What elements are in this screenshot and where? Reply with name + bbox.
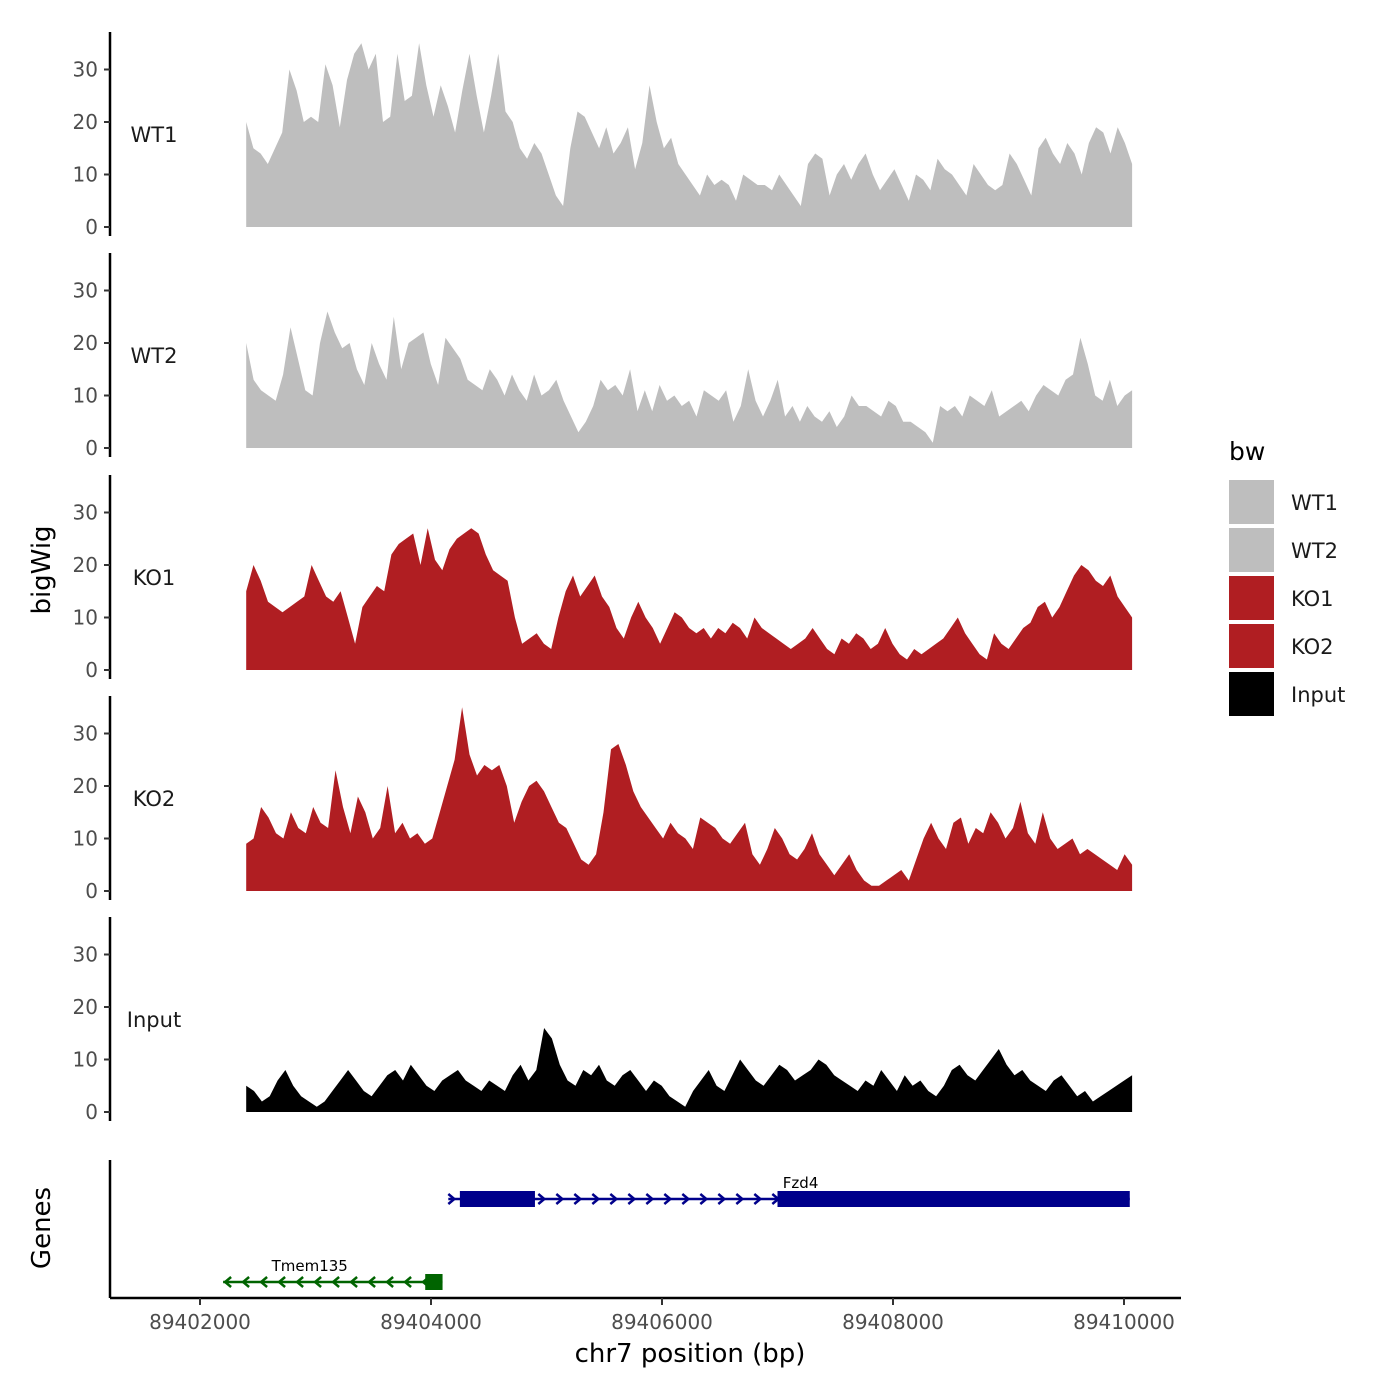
track-input: 0 10 20 30 Input [73, 917, 1133, 1124]
strand-chevron [717, 1193, 727, 1205]
track-ko2: 0 10 20 30 KO2 [73, 696, 1133, 903]
y-tick-label: 10 [73, 163, 98, 187]
y-tick-label: 10 [73, 827, 98, 851]
gene-name-label: Tmem135 [271, 1257, 348, 1275]
strand-chevron [753, 1193, 763, 1205]
legend-label: WT1 [1291, 491, 1338, 515]
y-tick-label: 30 [73, 279, 98, 303]
y-tick-label: 10 [73, 606, 98, 630]
legend-swatch-ko2 [1229, 624, 1274, 668]
strand-chevron [259, 1276, 268, 1288]
gene-name-label: Fzd4 [783, 1174, 819, 1192]
gene-exon [459, 1191, 535, 1207]
track-label: WT2 [131, 344, 178, 368]
strand-chevron [241, 1276, 250, 1288]
coverage-area-ko1 [246, 528, 1133, 670]
strand-chevron [367, 1276, 376, 1288]
coverage-area-input [246, 1028, 1133, 1112]
track-ko1: 0 10 20 30 KO1 [73, 475, 1133, 682]
strand-chevron [223, 1276, 232, 1288]
strand-chevron [627, 1193, 637, 1205]
legend-label: KO1 [1291, 587, 1334, 611]
gene-tmem135: Tmem135 [223, 1257, 443, 1290]
strand-chevron [313, 1276, 322, 1288]
track-label: Input [127, 1008, 181, 1032]
strand-chevron [331, 1276, 340, 1288]
x-tick-label: 89410000 [1073, 1310, 1175, 1334]
genes-axis-title: Genes [27, 1187, 57, 1269]
gene-exon [425, 1274, 443, 1290]
legend: bw WT1 WT2 KO1 KO2 Input [1229, 437, 1345, 716]
y-tick-label: 20 [73, 553, 98, 577]
y-tick-label: 20 [73, 110, 98, 134]
legend-label: Input [1291, 683, 1345, 707]
strand-chevron [573, 1193, 583, 1205]
y-tick-label: 10 [73, 1048, 98, 1072]
strand-chevron [663, 1193, 673, 1205]
y-tick-label: 0 [85, 215, 98, 239]
y-tick-label: 20 [73, 995, 98, 1019]
strand-chevron [645, 1193, 655, 1205]
strand-chevron [537, 1193, 547, 1205]
track-label: WT1 [131, 123, 178, 147]
y-tick-label: 0 [85, 658, 98, 682]
x-tick-label: 89404000 [380, 1310, 482, 1334]
y-tick-label: 0 [85, 436, 98, 460]
gene-fzd4: Fzd4 [447, 1174, 1130, 1207]
strand-chevron [555, 1193, 565, 1205]
x-tick-label: 89402000 [149, 1310, 251, 1334]
strand-chevron [681, 1193, 691, 1205]
y-tick-label: 30 [73, 58, 98, 82]
legend-swatch-ko1 [1229, 576, 1274, 620]
strand-chevron [277, 1276, 286, 1288]
y-axis-title: bigWig [27, 525, 57, 614]
x-tick-label: 89408000 [842, 1310, 944, 1334]
x-axis: 89402000 89404000 89406000 89408000 89410000 [110, 1296, 1181, 1334]
y-tick-label: 30 [73, 501, 98, 525]
y-tick-label: 30 [73, 943, 98, 967]
strand-chevron [403, 1276, 412, 1288]
strand-chevron [735, 1193, 745, 1205]
y-tick-label: 0 [85, 1100, 98, 1124]
legend-label: KO2 [1291, 635, 1334, 659]
coverage-area-wt1 [246, 43, 1133, 227]
strand-chevron [591, 1193, 601, 1205]
legend-swatch-input [1229, 672, 1274, 716]
gene-track: Tmem135 Fzd4 [108, 1160, 1130, 1298]
track-label: KO2 [133, 787, 176, 811]
strand-chevron [447, 1193, 457, 1205]
coverage-area-ko2 [246, 707, 1133, 891]
legend-label: WT2 [1291, 539, 1338, 563]
y-tick-label: 20 [73, 331, 98, 355]
y-tick-label: 10 [73, 384, 98, 408]
y-tick-label: 20 [73, 774, 98, 798]
y-tick-label: 30 [73, 722, 98, 746]
legend-swatch-wt2 [1229, 528, 1274, 572]
strand-chevron [385, 1276, 394, 1288]
x-axis-title: chr7 position (bp) [575, 1339, 806, 1369]
strand-chevron [349, 1276, 358, 1288]
legend-swatch-wt1 [1229, 480, 1274, 524]
strand-chevron [295, 1276, 304, 1288]
track-wt2: 0 10 20 30 WT2 [73, 253, 1133, 460]
coverage-tracks: 0 10 20 30 WT1 0 10 20 30 WT2 0 10 20 30 KO1 0 10 20 30 KO2… [73, 32, 1133, 1124]
gene-exon [777, 1191, 1130, 1207]
strand-chevron [699, 1193, 709, 1205]
y-tick-label: 0 [85, 879, 98, 903]
track-label: KO1 [133, 566, 176, 590]
strand-chevron [609, 1193, 619, 1205]
coverage-area-wt2 [246, 311, 1133, 448]
track-wt1: 0 10 20 30 WT1 [73, 32, 1133, 239]
legend-title: bw [1229, 437, 1265, 466]
x-tick-label: 89406000 [611, 1310, 713, 1334]
